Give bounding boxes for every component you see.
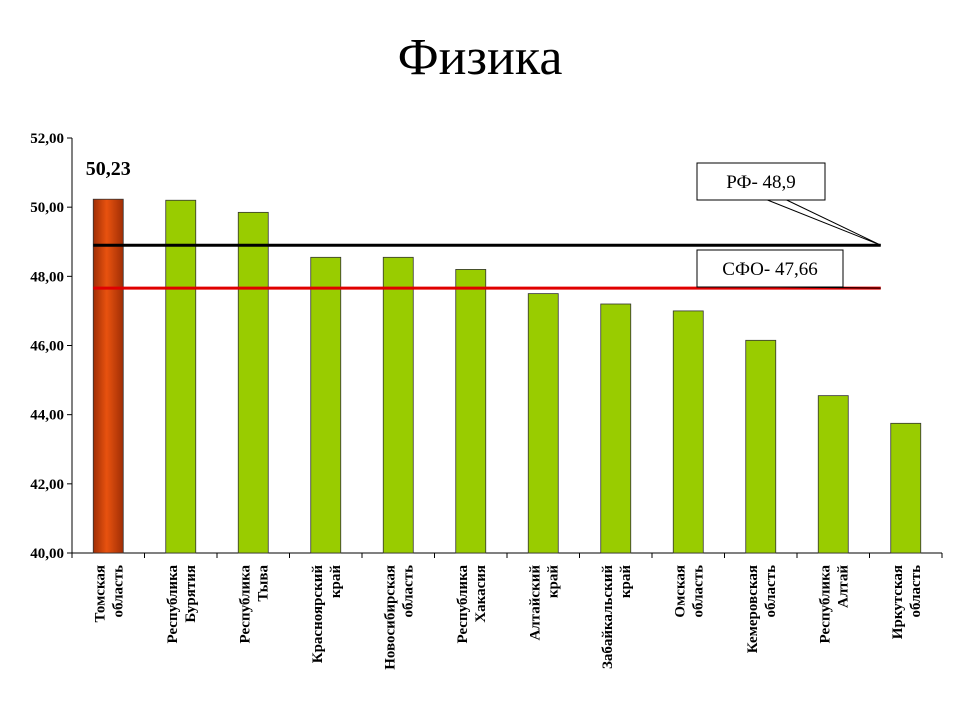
x-tick-label-line: Хакасия	[473, 565, 489, 623]
bar	[817, 395, 849, 554]
y-tick-label: 44,00	[30, 408, 64, 424]
x-tick-label: Красноярский край	[310, 565, 344, 664]
bar	[455, 269, 487, 554]
x-tick-label: Республика Алтай	[817, 565, 851, 644]
x-tick-label: Республика Хакасия	[455, 565, 489, 644]
rf-callout-label: РФ- 48,9	[726, 172, 796, 193]
x-tick-label-line: Бурятия	[183, 565, 199, 623]
x-tick-label: Республика Тыва	[237, 565, 271, 644]
x-tick-label: Алтайский край	[527, 565, 561, 641]
x-tick-label-line: Тыва	[255, 565, 271, 602]
x-tick-label-line: край	[618, 565, 634, 598]
x-tick-label-line: Омская	[672, 565, 688, 618]
x-tick-label-line: Республика	[455, 565, 471, 644]
sfo-callout-box	[696, 249, 844, 288]
x-tick-label-line: область	[110, 565, 126, 618]
x-tick-label-line: Республика	[817, 565, 833, 644]
y-tick-label: 50,00	[30, 200, 64, 216]
y-tick-label: 46,00	[30, 339, 64, 355]
bar	[527, 293, 559, 554]
bar	[382, 256, 414, 554]
x-tick-label-line: Иркутская	[890, 565, 906, 639]
callout-pointer	[767, 199, 881, 246]
x-tick-label: Забайкальский край	[600, 565, 634, 669]
bar	[890, 422, 922, 554]
bar	[600, 303, 632, 554]
x-tick-label-line: край	[545, 565, 561, 598]
bar	[310, 256, 342, 554]
x-tick-label-line: Красноярский	[310, 565, 326, 664]
y-tick-label: 52,00	[30, 131, 64, 147]
x-tick-label-line: область	[400, 565, 416, 618]
x-tick-label: Омская область	[672, 565, 706, 618]
y-tick-label: 40,00	[30, 546, 64, 562]
x-tick-label: Кемеровская область	[745, 565, 779, 653]
x-tick-label-line: Забайкальский	[600, 565, 616, 669]
y-tick-label: 42,00	[30, 477, 64, 493]
bar	[165, 199, 197, 554]
data-label: 50,23	[86, 158, 131, 180]
bar	[92, 198, 124, 554]
x-tick-label-line: Алтайский	[527, 565, 543, 641]
sfo-callout-label: СФО- 47,66	[722, 259, 817, 280]
x-tick-label-line: область	[908, 565, 924, 618]
x-tick-label: Республика Бурятия	[165, 565, 199, 644]
y-tick-label: 48,00	[30, 269, 64, 285]
x-tick-label: Новосибирская область	[382, 565, 416, 670]
page-title: Физика	[397, 29, 563, 86]
x-tick-label-line: Кемеровская	[745, 565, 761, 653]
x-tick-label-line: край	[328, 565, 344, 598]
x-tick-label-line: Республика	[237, 565, 253, 644]
bar	[672, 310, 704, 554]
bar	[237, 211, 269, 554]
x-tick-label-line: область	[763, 565, 779, 618]
rf-callout-box	[696, 162, 826, 201]
x-tick-label-line: область	[690, 565, 706, 618]
x-tick-label-line: Томская	[92, 565, 108, 622]
x-tick-label-line: Алтай	[835, 565, 851, 608]
x-tick-label: Томская область	[92, 565, 126, 623]
x-tick-label-line: Новосибирская	[382, 565, 398, 670]
bar	[745, 339, 777, 554]
x-tick-label: Иркутская область	[890, 565, 924, 639]
x-tick-label-line: Республика	[165, 565, 181, 644]
